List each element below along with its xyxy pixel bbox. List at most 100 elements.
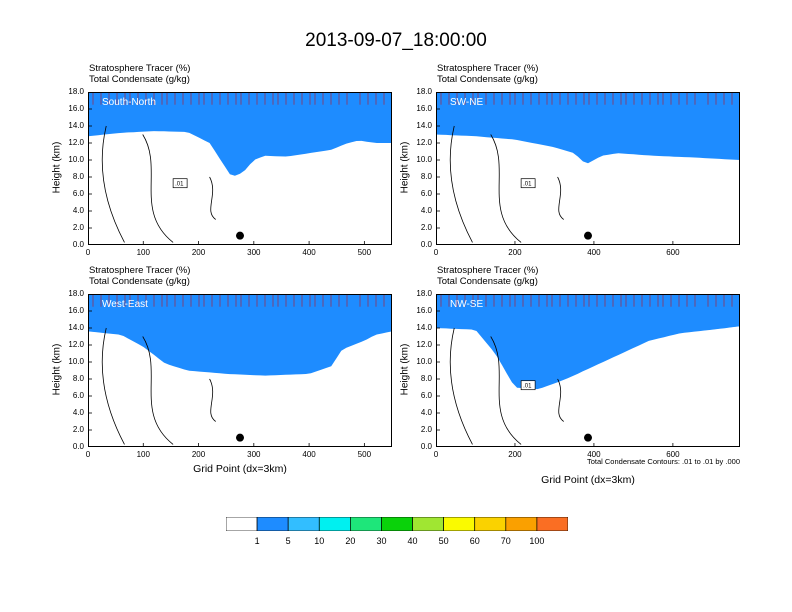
y-tick-label: 16.0 — [416, 306, 432, 315]
tracer-band — [88, 92, 392, 176]
panel-label: West-East — [102, 299, 148, 310]
plot-area: South-North .01 — [88, 92, 392, 245]
plot-frame — [88, 294, 392, 447]
y-tick-label: 18.0 — [416, 289, 432, 298]
y-tick-label: 12.0 — [68, 340, 84, 349]
x-tick-label: 400 — [587, 248, 601, 257]
y-tick-label: 6.0 — [72, 189, 84, 198]
colorbar-swatch — [474, 517, 507, 531]
colorbar-swatch — [287, 517, 320, 531]
y-tick-label: 14.0 — [416, 323, 432, 332]
tracer-band — [436, 92, 740, 164]
x-tick-label: 400 — [302, 248, 316, 257]
panel-title-line-1: Stratosphere Tracer (%) — [89, 265, 191, 276]
y-tick-label: 2.0 — [72, 223, 84, 232]
colorbar-label: 100 — [529, 536, 545, 546]
plot-frame — [436, 92, 740, 245]
contour-annotation: Total Condensate Contours: .01 to .01 by… — [586, 457, 740, 466]
colorbar-label: 1 — [254, 536, 260, 546]
colorbar-label: 5 — [285, 536, 291, 546]
condensate-contour — [101, 327, 125, 445]
condensate-contour — [142, 336, 174, 445]
x-tick-label: 500 — [357, 450, 372, 459]
panel-title-line-2: Total Condensate (g/kg) — [89, 74, 190, 85]
condensate-contour — [449, 327, 473, 445]
colorbar — [226, 517, 568, 531]
x-tick-label: 200 — [508, 248, 522, 257]
y-tick-label: 16.0 — [416, 104, 432, 113]
panel-title-line-1: Stratosphere Tracer (%) — [437, 63, 539, 74]
tracer-band — [88, 294, 392, 376]
condensate-contour — [101, 125, 125, 243]
main-title: 2013-09-07_18:00:00 — [305, 30, 487, 51]
colorbar-swatch — [412, 517, 444, 531]
y-tick-label: 0.0 — [420, 240, 432, 249]
y-tick-label: 4.0 — [72, 206, 84, 215]
y-tick-label: 2.0 — [72, 425, 84, 434]
plot-frame — [436, 294, 740, 447]
location-marker — [584, 231, 592, 240]
contour-label-box — [520, 178, 536, 189]
condensate-contour — [209, 378, 216, 422]
plot-area: NW-SE .01 — [436, 294, 740, 447]
panel-title-line-2: Total Condensate (g/kg) — [437, 74, 538, 85]
x-tick-label: 200 — [191, 248, 206, 257]
plot-frame — [88, 92, 392, 245]
condensate-contour — [557, 176, 564, 220]
x-tick-label: 500 — [357, 248, 372, 257]
contour-label-box — [172, 178, 188, 189]
colorbar-label: 10 — [314, 536, 325, 546]
condensate-contour — [490, 336, 522, 445]
condensate-contour — [209, 176, 216, 220]
colorbar-swatch — [226, 517, 258, 531]
x-tick-label: 100 — [136, 248, 150, 257]
x-axis-label: Grid Point (dx=3km) — [193, 463, 287, 475]
y-tick-label: 8.0 — [72, 172, 84, 181]
y-tick-label: 0.0 — [72, 240, 84, 249]
panel-label: NW-SE — [450, 299, 483, 310]
y-tick-label: 4.0 — [420, 206, 432, 215]
panel-title-line-1: Stratosphere Tracer (%) — [437, 265, 539, 276]
contour-label: .01 — [523, 182, 532, 188]
colorbar-swatch — [256, 517, 289, 531]
x-axis-label: Grid Point (dx=3km) — [541, 474, 635, 486]
y-tick-label: 6.0 — [420, 391, 432, 400]
plot-area: SW-NE .01 — [436, 92, 740, 245]
y-tick-label: 10.0 — [68, 155, 84, 164]
contour-label: .01 — [523, 384, 532, 390]
colorbar-label: 60 — [469, 536, 480, 546]
location-marker — [236, 231, 244, 240]
y-tick-label: 6.0 — [72, 391, 84, 400]
x-tick-label: 600 — [666, 450, 680, 459]
x-tick-label: 100 — [136, 450, 150, 459]
colorbar-swatch — [505, 517, 538, 531]
y-tick-label: 14.0 — [68, 121, 84, 130]
colorbar-swatch — [443, 517, 476, 531]
x-tick-label: 0 — [85, 248, 91, 257]
y-tick-label: 8.0 — [420, 172, 432, 181]
x-tick-label: 400 — [302, 450, 316, 459]
x-tick-label: 200 — [191, 450, 206, 459]
panel-title-line-1: Stratosphere Tracer (%) — [89, 63, 191, 74]
colorbar-swatch — [318, 517, 351, 531]
y-tick-label: 16.0 — [68, 306, 84, 315]
y-tick-label: 18.0 — [68, 289, 84, 298]
condensate-contour — [490, 134, 522, 243]
x-tick-label: 0 — [433, 450, 439, 459]
tracer-band — [436, 294, 740, 390]
colorbar-label: 50 — [438, 536, 449, 546]
y-tick-label: 12.0 — [416, 138, 432, 147]
x-tick-label: 200 — [508, 450, 522, 459]
y-tick-label: 14.0 — [416, 121, 432, 130]
condensate-contour — [142, 134, 174, 243]
y-tick-label: 10.0 — [68, 357, 84, 366]
y-tick-label: 12.0 — [416, 340, 432, 349]
colorbar-label: 70 — [500, 536, 511, 546]
y-tick-label: 14.0 — [68, 323, 84, 332]
condensate-contour — [449, 125, 473, 243]
colorbar-swatch — [381, 517, 413, 531]
colorbar-swatch — [536, 517, 568, 531]
y-tick-label: 18.0 — [68, 87, 84, 96]
y-tick-label: 4.0 — [72, 408, 84, 417]
x-tick-label: 300 — [247, 248, 261, 257]
